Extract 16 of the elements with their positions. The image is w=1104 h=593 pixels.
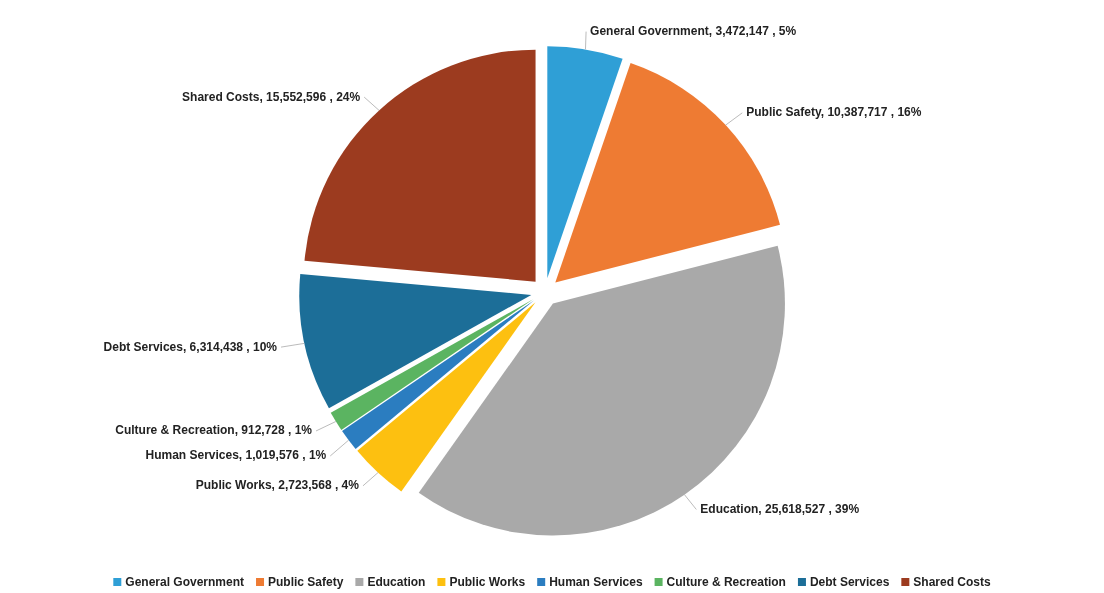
legend-label: General Government — [125, 575, 245, 589]
legend-label: Human Services — [549, 575, 643, 589]
category-label: Education, 25,618,527 , 39% — [700, 501, 860, 516]
category-label: Shared Costs, 15,552,596 , 24% — [182, 89, 361, 104]
category-label: Culture & Recreation, 912,728 , 1% — [115, 423, 313, 438]
legend-label: Education — [367, 575, 426, 589]
legend-label: Culture & Recreation — [666, 575, 786, 589]
legend-label: Public Works — [449, 575, 526, 589]
category-label: Human Services, 1,019,576 , 1% — [145, 448, 327, 463]
legend-label: Shared Costs — [913, 575, 992, 589]
category-label: Debt Services, 6,314,438 , 10% — [103, 339, 278, 354]
legend-label: Public Safety — [268, 575, 344, 589]
category-label: General Government, 3,472,147 , 5% — [590, 24, 797, 39]
legend-label: Debt Services — [809, 575, 890, 589]
category-label: Public Works, 2,723,568 , 4% — [195, 478, 359, 493]
category-label: Public Safety, 10,387,717 , 16% — [746, 105, 922, 120]
